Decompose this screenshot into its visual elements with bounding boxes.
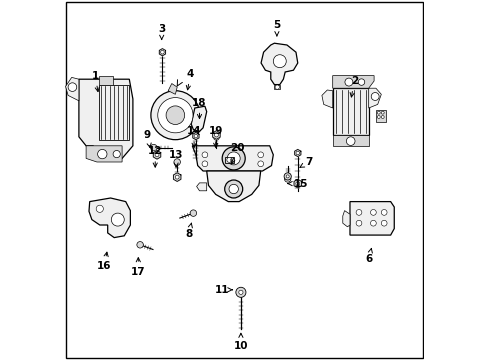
- Polygon shape: [274, 85, 279, 89]
- Circle shape: [284, 173, 291, 180]
- Circle shape: [295, 182, 299, 185]
- Text: 14: 14: [186, 126, 201, 147]
- Text: 1: 1: [91, 71, 99, 91]
- Text: 12: 12: [148, 146, 162, 167]
- Circle shape: [202, 152, 207, 158]
- Circle shape: [285, 175, 288, 178]
- Polygon shape: [173, 173, 181, 181]
- Text: 10: 10: [233, 333, 247, 351]
- Polygon shape: [79, 79, 133, 158]
- Circle shape: [235, 287, 245, 297]
- Text: 2: 2: [349, 76, 357, 97]
- Circle shape: [273, 55, 285, 68]
- Polygon shape: [332, 135, 368, 146]
- Polygon shape: [294, 149, 300, 157]
- Circle shape: [377, 116, 380, 118]
- Polygon shape: [99, 76, 113, 85]
- Circle shape: [355, 220, 361, 226]
- Polygon shape: [342, 211, 349, 227]
- Circle shape: [381, 111, 384, 114]
- Circle shape: [213, 134, 219, 140]
- Circle shape: [257, 161, 263, 167]
- Text: 19: 19: [208, 126, 223, 147]
- Circle shape: [358, 79, 364, 85]
- Circle shape: [370, 210, 375, 215]
- Circle shape: [227, 152, 240, 165]
- Text: 3: 3: [158, 24, 165, 40]
- Polygon shape: [65, 77, 79, 101]
- Circle shape: [381, 220, 386, 226]
- Polygon shape: [196, 183, 206, 191]
- Circle shape: [346, 137, 354, 145]
- Polygon shape: [192, 132, 199, 140]
- Circle shape: [150, 144, 157, 151]
- Circle shape: [222, 147, 244, 170]
- Text: 18: 18: [192, 98, 206, 118]
- Polygon shape: [375, 110, 385, 122]
- Circle shape: [202, 161, 207, 167]
- Circle shape: [68, 83, 77, 91]
- Polygon shape: [332, 76, 373, 88]
- Polygon shape: [89, 198, 130, 238]
- Polygon shape: [321, 90, 332, 108]
- Polygon shape: [168, 84, 177, 94]
- Circle shape: [275, 85, 279, 89]
- Polygon shape: [261, 43, 297, 85]
- Circle shape: [381, 116, 384, 118]
- Circle shape: [355, 210, 361, 215]
- Circle shape: [344, 78, 352, 86]
- Polygon shape: [153, 150, 161, 159]
- Circle shape: [381, 210, 386, 215]
- Text: 15: 15: [287, 179, 308, 189]
- Text: 8: 8: [184, 223, 192, 239]
- Circle shape: [284, 176, 290, 182]
- Polygon shape: [99, 85, 129, 140]
- Circle shape: [194, 134, 197, 138]
- Polygon shape: [224, 157, 233, 163]
- Polygon shape: [191, 106, 206, 131]
- Circle shape: [96, 205, 103, 212]
- Circle shape: [113, 150, 120, 158]
- Circle shape: [111, 213, 124, 226]
- Circle shape: [175, 175, 179, 179]
- Circle shape: [190, 210, 196, 216]
- Polygon shape: [212, 131, 220, 139]
- Polygon shape: [192, 146, 273, 171]
- Text: 13: 13: [168, 150, 183, 167]
- Circle shape: [166, 106, 184, 125]
- Circle shape: [238, 290, 243, 294]
- Circle shape: [158, 98, 193, 133]
- Circle shape: [174, 159, 180, 165]
- Text: 6: 6: [365, 248, 371, 264]
- Text: 17: 17: [131, 258, 145, 277]
- Circle shape: [214, 133, 218, 137]
- Polygon shape: [206, 171, 260, 202]
- Circle shape: [155, 153, 159, 157]
- Circle shape: [151, 91, 200, 140]
- Circle shape: [98, 149, 107, 159]
- Polygon shape: [332, 88, 368, 135]
- Circle shape: [160, 50, 164, 54]
- Circle shape: [137, 242, 143, 248]
- Text: 7: 7: [299, 157, 312, 167]
- Polygon shape: [293, 179, 301, 188]
- Circle shape: [224, 180, 242, 198]
- Circle shape: [257, 152, 263, 158]
- Circle shape: [228, 184, 238, 194]
- Text: 4: 4: [186, 69, 194, 90]
- Circle shape: [370, 93, 378, 100]
- Polygon shape: [368, 88, 381, 108]
- Circle shape: [370, 220, 375, 226]
- Circle shape: [377, 111, 380, 114]
- Circle shape: [226, 157, 231, 162]
- Polygon shape: [349, 202, 393, 235]
- Text: 11: 11: [215, 285, 232, 295]
- Text: 20: 20: [229, 143, 244, 164]
- Polygon shape: [86, 146, 122, 162]
- Circle shape: [295, 151, 299, 155]
- Text: 9: 9: [143, 130, 151, 148]
- Text: 16: 16: [97, 252, 111, 271]
- Polygon shape: [159, 49, 165, 56]
- Text: 5: 5: [273, 20, 280, 36]
